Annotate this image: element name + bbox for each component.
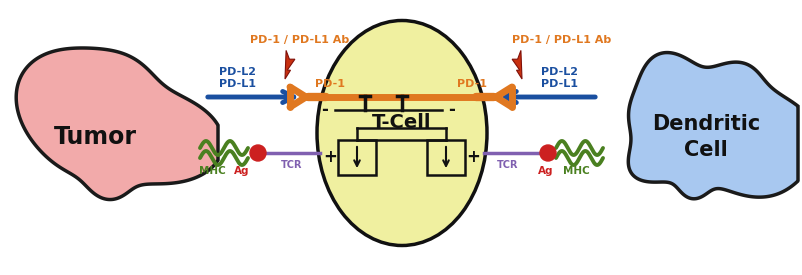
Bar bbox=[427, 140, 464, 175]
Text: +: + bbox=[322, 148, 337, 166]
Text: Dendritic
Cell: Dendritic Cell bbox=[651, 114, 759, 160]
Ellipse shape bbox=[317, 21, 486, 246]
Text: MHC: MHC bbox=[562, 166, 589, 176]
Bar bbox=[338, 140, 375, 175]
Polygon shape bbox=[627, 53, 797, 199]
Text: TCR: TCR bbox=[496, 160, 518, 170]
Polygon shape bbox=[512, 50, 521, 79]
Text: PD-1: PD-1 bbox=[314, 79, 345, 89]
Circle shape bbox=[539, 145, 555, 161]
Circle shape bbox=[249, 145, 265, 161]
Text: +: + bbox=[465, 148, 480, 166]
Text: PD-L2: PD-L2 bbox=[219, 67, 256, 77]
Text: T-Cell: T-Cell bbox=[372, 114, 431, 133]
Polygon shape bbox=[285, 50, 294, 79]
Text: Ag: Ag bbox=[234, 166, 249, 176]
Text: Ag: Ag bbox=[537, 166, 553, 176]
Text: PD-1 / PD-L1 Ab: PD-1 / PD-L1 Ab bbox=[512, 35, 611, 45]
Text: Tumor: Tumor bbox=[54, 125, 136, 149]
Text: TCR: TCR bbox=[281, 160, 302, 170]
Text: PD-L2: PD-L2 bbox=[541, 67, 577, 77]
Text: PD-1: PD-1 bbox=[456, 79, 486, 89]
Polygon shape bbox=[16, 48, 217, 200]
Text: -: - bbox=[448, 101, 455, 119]
Text: MHC: MHC bbox=[198, 166, 225, 176]
Text: -: - bbox=[321, 101, 328, 119]
Text: PD-1 / PD-L1 Ab: PD-1 / PD-L1 Ab bbox=[250, 35, 349, 45]
Text: PD-L1: PD-L1 bbox=[219, 79, 256, 89]
Text: PD-L1: PD-L1 bbox=[541, 79, 577, 89]
